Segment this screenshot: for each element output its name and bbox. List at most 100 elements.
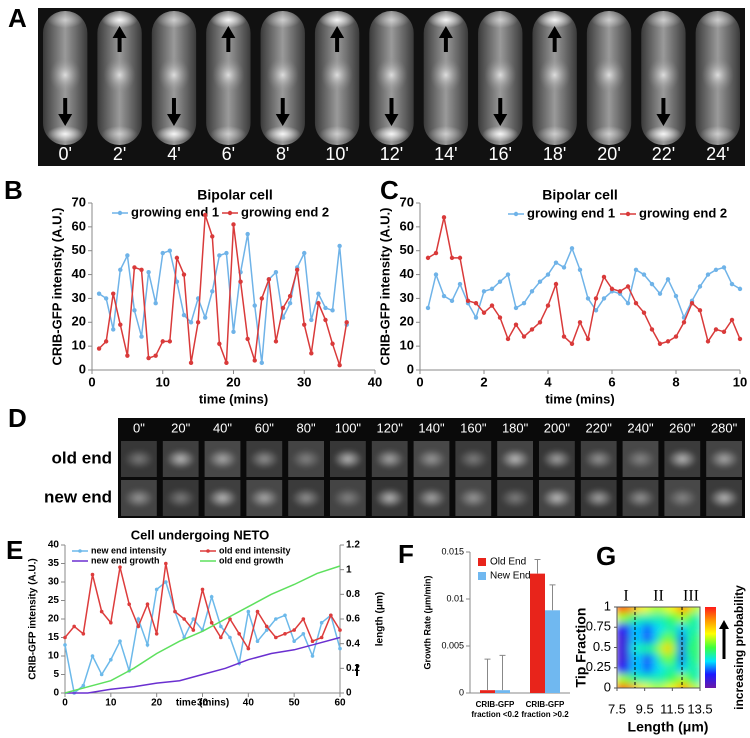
- data-point: [577, 267, 583, 272]
- tile-glow: [332, 488, 363, 508]
- data-point: [529, 327, 535, 332]
- data-point: [103, 339, 109, 344]
- y-tick-label: 0.75: [586, 619, 611, 634]
- data-point: [697, 284, 703, 289]
- heat-cell: [671, 612, 681, 624]
- data-point: [209, 620, 214, 625]
- series-line: [65, 636, 341, 694]
- data-point: [145, 602, 150, 606]
- data-point: [449, 255, 455, 261]
- data-point: [164, 561, 168, 566]
- y-tick-label: 40: [48, 540, 60, 551]
- panel-letter: B: [4, 175, 23, 205]
- data-point: [245, 231, 250, 237]
- data-point: [617, 289, 623, 294]
- heat-cell: [636, 612, 646, 624]
- tile-glow: [374, 449, 405, 469]
- data-point: [273, 269, 279, 275]
- heat-cell: [692, 607, 700, 614]
- data-point: [310, 639, 315, 643]
- time-label: 20': [597, 144, 620, 164]
- colorbar-arrow: [719, 620, 729, 659]
- panel-letter: F: [398, 539, 414, 569]
- heat-cell: [650, 672, 660, 684]
- cell-tip: [319, 12, 356, 28]
- region-label: III: [683, 588, 699, 605]
- data-point: [99, 609, 104, 614]
- tile-glow: [625, 488, 656, 508]
- data-point: [72, 624, 76, 629]
- arrow-down: [656, 98, 671, 126]
- data-point: [737, 286, 743, 292]
- region-label: II: [653, 588, 664, 605]
- heat-cell: [692, 682, 700, 688]
- data-point: [231, 329, 236, 335]
- y-tick-label: 0: [79, 361, 86, 376]
- heat-cell: [629, 662, 639, 674]
- legend-marker: [227, 210, 233, 216]
- heat-cell: [671, 652, 681, 664]
- data-point: [657, 291, 663, 296]
- heat-cell: [650, 662, 660, 674]
- data-point: [301, 617, 306, 621]
- heat-cell: [671, 622, 681, 634]
- cell-tip: [699, 12, 736, 28]
- x-tick-label: 10: [733, 374, 747, 389]
- data-point: [323, 305, 328, 311]
- y-tick-label: 0: [407, 361, 414, 376]
- heat-cell: [657, 632, 667, 644]
- data-point: [136, 624, 141, 629]
- heat-cell: [629, 672, 639, 684]
- cell-tip: [101, 12, 138, 28]
- data-point: [136, 617, 141, 621]
- data-point: [737, 336, 743, 342]
- x-tick-label: 0: [62, 698, 68, 709]
- x-tick-label: fraction <0.2: [471, 710, 519, 719]
- data-point: [273, 339, 279, 344]
- error-bar: [534, 559, 541, 574]
- time-label: 6': [222, 144, 235, 164]
- x-tick-label: 8: [672, 374, 679, 389]
- y-tick-label: 15: [48, 632, 60, 643]
- heat-cell: [617, 652, 625, 664]
- data-point: [146, 269, 151, 275]
- tile-glow: [541, 488, 572, 508]
- data-point: [705, 339, 711, 344]
- tile-glow: [667, 449, 698, 469]
- data-point: [63, 643, 67, 647]
- y-tick-label: 1: [604, 598, 611, 613]
- heat-cell: [636, 632, 646, 644]
- data-point: [238, 279, 243, 284]
- data-point: [153, 353, 158, 358]
- y-tick-label: 10: [72, 338, 86, 353]
- x-tick-label: 0: [88, 374, 95, 389]
- data-point: [729, 281, 735, 287]
- x-tick-label: 60: [334, 698, 346, 709]
- cell-tip: [47, 12, 84, 28]
- y2-axis-title: length (μm): [375, 592, 386, 646]
- y2-tick-label: 0.4: [346, 638, 360, 649]
- data-point: [729, 317, 735, 323]
- data-point: [245, 336, 250, 342]
- y-tick-label: 70: [72, 194, 86, 209]
- time-label: 280": [711, 420, 738, 435]
- tile-glow: [458, 488, 489, 508]
- x-tick-label: 11.5: [660, 701, 684, 716]
- data-point: [561, 265, 567, 270]
- heat-cell: [678, 662, 688, 674]
- data-point: [287, 293, 293, 299]
- data-point: [203, 212, 208, 218]
- bar: [530, 573, 545, 693]
- heat-cell: [664, 632, 674, 644]
- heat-cell: [617, 682, 625, 688]
- data-point: [513, 322, 519, 327]
- time-label: 180": [502, 420, 529, 435]
- tile-glow: [500, 488, 531, 508]
- colorbar: [705, 607, 716, 688]
- data-point: [337, 363, 342, 368]
- data-point: [319, 620, 324, 625]
- x-axis-title: Length (μm): [628, 719, 709, 735]
- data-point: [513, 305, 519, 311]
- legend-label: old end intensity: [219, 545, 291, 555]
- data-point: [569, 341, 575, 346]
